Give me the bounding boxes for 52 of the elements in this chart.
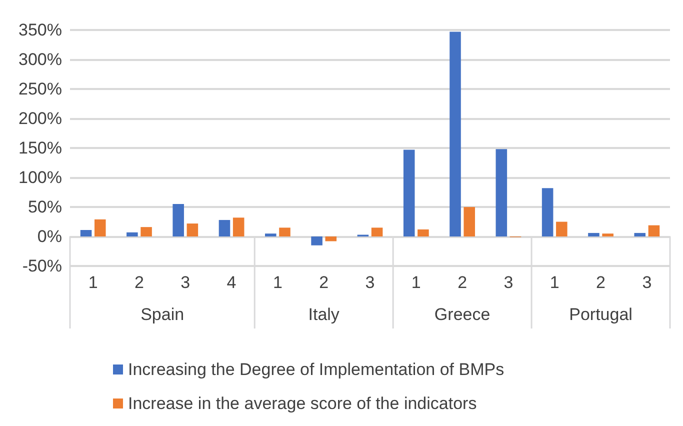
x-tick-label: 3 (642, 273, 652, 292)
x-tick-label: 2 (319, 273, 329, 292)
bar (634, 232, 646, 236)
text: Portugal (569, 305, 632, 324)
x-tick-label: 3 (365, 273, 375, 292)
bar (403, 150, 415, 236)
x-tick-label: 4 (226, 273, 236, 292)
text: Greece (434, 305, 490, 324)
x-tick-label: 1 (411, 273, 421, 292)
bar (556, 222, 568, 236)
y-tick-label: 350% (18, 20, 62, 40)
bar (232, 218, 244, 236)
x-tick-label: 1 (88, 273, 98, 292)
bar (172, 204, 184, 236)
x-tick-label: 3 (504, 273, 514, 292)
bar (186, 224, 198, 236)
bar (218, 220, 230, 236)
bar (140, 227, 152, 236)
legend-label: Increasing the Degree of Implementation of BMPs (128, 360, 504, 379)
bar (325, 236, 337, 242)
y-tick-label: 100% (18, 168, 62, 187)
bar (80, 230, 92, 236)
y-tick-label: 150% (18, 138, 62, 158)
y-tick-label: 200% (18, 109, 62, 128)
y-tick-label: 50% (28, 198, 62, 216)
x-tick-label: 1 (272, 273, 282, 292)
bar (464, 207, 475, 236)
bar (265, 234, 276, 236)
text: Italy (308, 305, 340, 324)
bar (542, 188, 554, 236)
y-tick-label: -50% (22, 256, 62, 276)
bar (371, 228, 383, 236)
text: Spain (140, 305, 184, 324)
y-tick-label: 300% (18, 50, 62, 69)
x-tick-label: 1 (550, 273, 560, 292)
bar (94, 219, 106, 236)
x-tick-label: 2 (458, 273, 468, 292)
x-tick-label: 2 (596, 273, 606, 292)
bar (126, 232, 138, 236)
bar (496, 149, 508, 236)
x-tick-label: 3 (180, 273, 190, 292)
bar (418, 229, 429, 236)
bar (602, 234, 614, 236)
legend-label: Increase in the average score of the indicators (128, 394, 477, 413)
bar (648, 225, 660, 236)
y-tick-label: 0% (37, 227, 62, 246)
y-tick-label: 250% (18, 80, 62, 98)
x-tick-label: 2 (134, 273, 144, 292)
bar (311, 236, 322, 246)
bar (588, 232, 600, 236)
bar (279, 228, 290, 236)
bar (450, 32, 461, 236)
